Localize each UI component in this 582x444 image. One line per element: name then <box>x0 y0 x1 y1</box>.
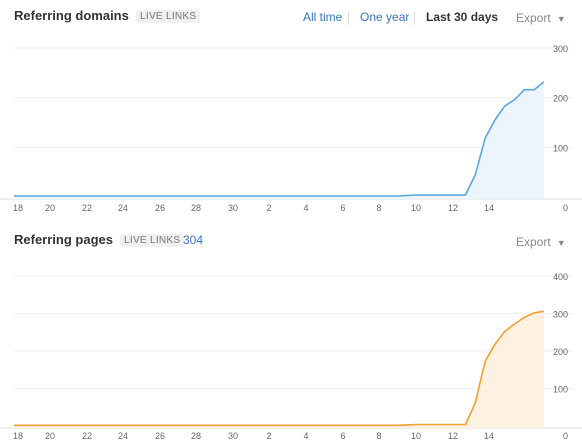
x-tick-label: 2 <box>266 203 271 213</box>
y-tick-label: 200 <box>553 347 568 357</box>
x-tick-label: 18 <box>13 203 23 213</box>
series-area <box>14 311 544 428</box>
x-tick-label: 6 <box>340 431 345 441</box>
live-links-badge: LIVE LINKS <box>136 10 201 23</box>
x-tick-label: 24 <box>118 203 128 213</box>
x-tick-label: 20 <box>45 203 55 213</box>
series-area <box>14 81 544 199</box>
export-pages-button[interactable]: Export ▼ <box>516 235 566 249</box>
export-label: Export <box>516 235 551 249</box>
referring-domains-header: Referring domains LIVE LINKS All time On… <box>0 4 582 28</box>
x-tick-label: 26 <box>155 431 165 441</box>
y-tick-label: 300 <box>553 310 568 320</box>
live-links-badge: LIVE LINKS <box>120 234 185 247</box>
referring-pages-header: Referring pages LIVE LINKS 304 Export ▼ <box>0 228 582 252</box>
export-label: Export <box>516 11 551 25</box>
x-tick-label: 6 <box>340 203 345 213</box>
y-tick-label: 400 <box>553 272 568 282</box>
export-domains-button[interactable]: Export ▼ <box>516 11 566 25</box>
y-tick-label: 100 <box>553 143 568 153</box>
x-tick-label: 8 <box>376 203 381 213</box>
x-tick-label: 26 <box>155 203 165 213</box>
x-tick-label: 22 <box>82 203 92 213</box>
y-tick-label: 0 <box>563 431 568 441</box>
range-all-time-button[interactable]: All time <box>303 10 343 24</box>
x-tick-label: 22 <box>82 431 92 441</box>
y-tick-label: 0 <box>563 203 568 213</box>
y-tick-label: 300 <box>553 44 568 54</box>
x-tick-label: 28 <box>191 431 201 441</box>
referring-pages-title: Referring pages <box>14 232 113 247</box>
x-tick-label: 30 <box>228 203 238 213</box>
series-line <box>14 81 545 197</box>
x-tick-label: 12 <box>448 431 458 441</box>
x-tick-label: 28 <box>191 203 201 213</box>
range-one-year-button[interactable]: One year <box>360 10 410 24</box>
x-tick-label: 24 <box>118 431 128 441</box>
x-tick-label: 10 <box>411 431 421 441</box>
range-divider <box>414 11 415 25</box>
x-tick-label: 8 <box>376 431 381 441</box>
range-divider <box>348 11 349 25</box>
x-tick-label: 14 <box>484 431 494 441</box>
x-tick-label: 10 <box>411 203 421 213</box>
series-line <box>14 310 545 427</box>
caret-down-icon: ▼ <box>556 14 566 24</box>
y-tick-label: 100 <box>553 385 568 395</box>
referring-pages-count: 304 <box>183 233 204 247</box>
y-tick-label: 200 <box>553 94 568 104</box>
x-tick-label: 12 <box>448 203 458 213</box>
x-tick-label: 30 <box>228 431 238 441</box>
x-tick-label: 14 <box>484 203 494 213</box>
range-last-30-days-button[interactable]: Last 30 days <box>426 10 499 24</box>
x-tick-label: 20 <box>45 431 55 441</box>
x-tick-label: 18 <box>13 431 23 441</box>
referring-domains-title: Referring domains <box>14 8 129 23</box>
x-tick-label: 2 <box>266 431 271 441</box>
x-tick-label: 4 <box>303 431 308 441</box>
x-tick-label: 4 <box>303 203 308 213</box>
caret-down-icon: ▼ <box>556 238 566 248</box>
